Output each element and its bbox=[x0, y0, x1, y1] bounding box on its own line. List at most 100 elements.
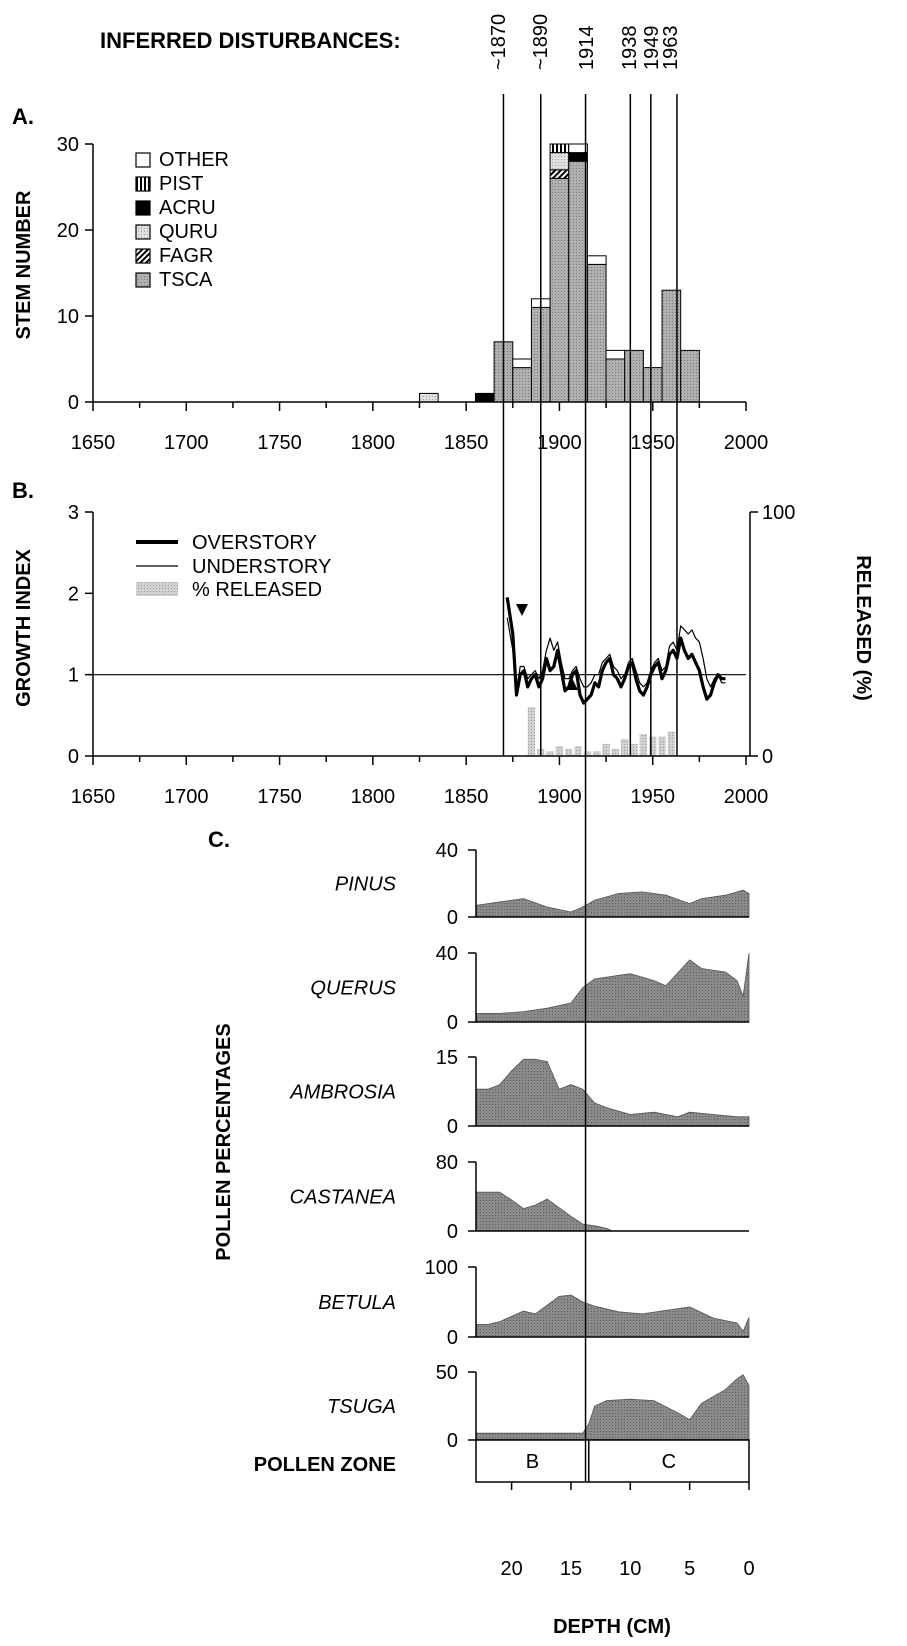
x-tick-label: 1850 bbox=[444, 786, 489, 808]
legend-swatch-released bbox=[136, 582, 178, 596]
bar-tsca bbox=[642, 367, 663, 403]
x-tick-label: 1700 bbox=[164, 432, 209, 454]
panel-b-axes: 0 1 2 3 0 100 1650 1700 1750 1800 1850 1900 1950 2000 bbox=[68, 502, 796, 808]
bar-quru bbox=[419, 392, 439, 403]
x-tick-label: 1650 bbox=[71, 786, 116, 808]
disturbance-label: 1914 bbox=[576, 26, 598, 71]
release-marker-down-triangle bbox=[516, 604, 528, 616]
released-bar bbox=[593, 751, 601, 756]
pollen-row-querus: QUERUS 0 40 bbox=[310, 943, 750, 1034]
pollen-area bbox=[475, 952, 750, 1023]
bar-tsca bbox=[605, 358, 626, 403]
x-tick-label: 0 bbox=[743, 1558, 754, 1580]
bar-tsca bbox=[624, 349, 644, 403]
y-tick-label: 2 bbox=[68, 583, 79, 605]
pollen-rows: PINUS 0 40 QUERUS 0 40 AMBROSIA 0 15 CASTANEA 0 80 B… bbox=[289, 840, 750, 1452]
released-bar bbox=[639, 734, 648, 756]
released-bar bbox=[648, 736, 657, 756]
zone-label-c: C bbox=[662, 1451, 676, 1473]
pollen-zone-bar: POLLEN ZONE B C bbox=[254, 1439, 750, 1483]
x-tick-label: 15 bbox=[560, 1558, 582, 1580]
x-tick-label: 1750 bbox=[257, 786, 302, 808]
pollen-row-pinus: PINUS 0 40 bbox=[335, 840, 750, 929]
pollen-row-ambrosia: AMBROSIA 0 15 bbox=[289, 1047, 750, 1138]
released-bar bbox=[658, 736, 666, 756]
bar-tsca bbox=[549, 177, 570, 403]
y-tick-label: 100 bbox=[425, 1257, 458, 1279]
legend-swatch-acru bbox=[135, 200, 151, 216]
x-tick-label: 1700 bbox=[164, 786, 209, 808]
x-tick-label: 1750 bbox=[257, 432, 302, 454]
y2-tick-label: 0 bbox=[762, 746, 773, 768]
taxon-label: PINUS bbox=[335, 874, 397, 896]
released-bar bbox=[630, 743, 638, 756]
x-tick-label: 1650 bbox=[71, 432, 116, 454]
y-tick-label: 0 bbox=[447, 1012, 458, 1034]
y2-tick-label: 100 bbox=[762, 502, 795, 524]
bar-fagr bbox=[549, 169, 570, 179]
y-tick-label: 1 bbox=[68, 665, 79, 687]
legend-swatch-tsca bbox=[135, 272, 151, 288]
zone-label-b: B bbox=[526, 1451, 539, 1473]
released-bars bbox=[527, 707, 676, 756]
released-bar bbox=[620, 738, 629, 756]
x-tick-label: 10 bbox=[619, 1558, 641, 1580]
taxon-label: BETULA bbox=[318, 1292, 396, 1314]
disturbance-label: 1938 bbox=[619, 26, 641, 71]
x-tick-label: 1950 bbox=[630, 432, 675, 454]
released-bar bbox=[527, 707, 536, 756]
legend-label: QURU bbox=[159, 221, 218, 243]
y-tick-label: 50 bbox=[436, 1362, 458, 1384]
taxon-label: QUERUS bbox=[310, 978, 396, 1000]
pollen-area bbox=[475, 889, 750, 918]
bar-quru bbox=[549, 152, 570, 171]
pollen-area bbox=[475, 1294, 750, 1338]
y-tick-label: 0 bbox=[447, 1116, 458, 1138]
released-bar bbox=[565, 748, 573, 756]
x-tick-label: 1900 bbox=[537, 786, 582, 808]
bar-acru bbox=[568, 152, 588, 162]
disturbances-label: INFERRED DISTURBANCES: bbox=[100, 28, 401, 53]
legend-label: PIST bbox=[159, 173, 203, 195]
y-tick-label: 0 bbox=[447, 1221, 458, 1243]
growth-lines bbox=[505, 597, 726, 705]
pollen-zone-box bbox=[475, 1439, 750, 1483]
released-bar bbox=[546, 751, 554, 756]
x-tick-label: 2000 bbox=[724, 432, 769, 454]
legend-swatch-fagr bbox=[135, 248, 151, 264]
x-tick-label: 1800 bbox=[351, 786, 396, 808]
taxon-label: AMBROSIA bbox=[289, 1082, 396, 1104]
bar-other bbox=[512, 358, 532, 369]
legend-swatch-pist bbox=[135, 176, 151, 192]
bar-pist bbox=[549, 143, 570, 154]
y-tick-label: 10 bbox=[57, 306, 79, 328]
x-tick-label: 2000 bbox=[724, 786, 769, 808]
y-tick-label: 40 bbox=[436, 943, 458, 965]
disturbance-label: ~1870 bbox=[488, 14, 510, 70]
panel-b-label: B. bbox=[12, 478, 34, 503]
x-tick-label: 20 bbox=[500, 1558, 522, 1580]
y-tick-label: 0 bbox=[68, 392, 79, 414]
taxon-label: TSUGA bbox=[327, 1396, 396, 1418]
x-tick-label: 5 bbox=[684, 1558, 695, 1580]
disturbance-label: 1949 bbox=[641, 26, 663, 71]
released-bar bbox=[667, 731, 676, 756]
y-tick-label: 20 bbox=[57, 220, 79, 242]
legend-swatch-quru bbox=[135, 224, 151, 240]
pollen-row-betula: BETULA 0 100 bbox=[318, 1257, 750, 1349]
legend-label: FAGR bbox=[159, 245, 213, 267]
x-tick-label: 1850 bbox=[444, 432, 489, 454]
pollen-row-tsuga: TSUGA 0 50 bbox=[327, 1362, 750, 1452]
panel-c-label: C. bbox=[208, 827, 230, 852]
y-tick-label: 3 bbox=[68, 502, 79, 524]
released-bar bbox=[555, 746, 564, 756]
legend-label: TSCA bbox=[159, 269, 213, 291]
taxon-label: CASTANEA bbox=[290, 1187, 396, 1209]
pollen-zone-label: POLLEN ZONE bbox=[254, 1454, 396, 1476]
bar-other bbox=[586, 255, 607, 265]
panel-a-label: A. bbox=[12, 104, 34, 129]
